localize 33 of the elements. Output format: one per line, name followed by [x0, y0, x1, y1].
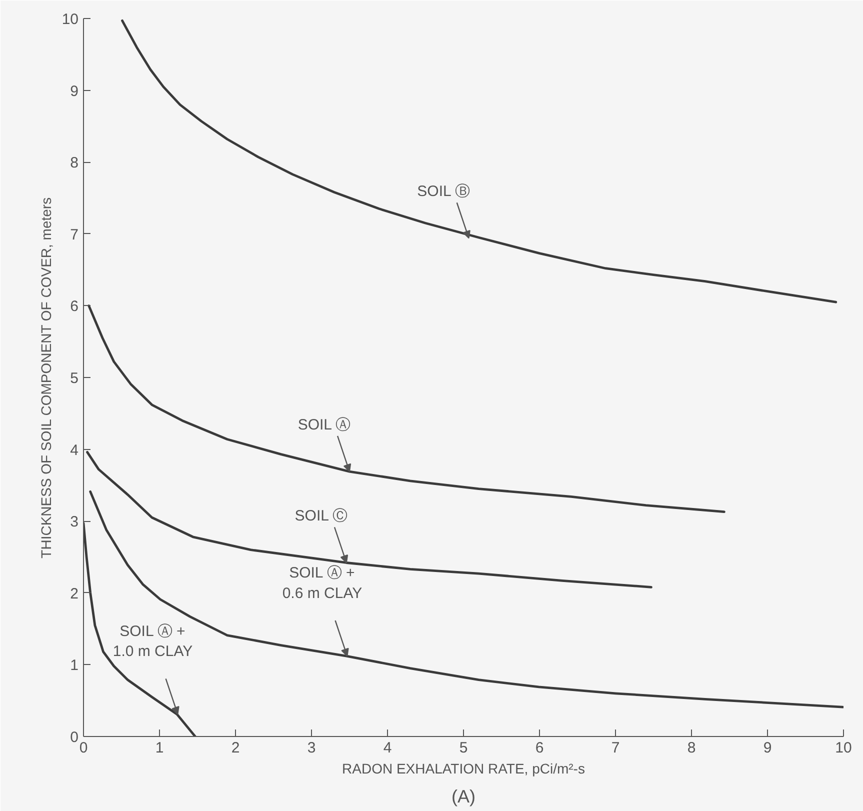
x-axis-title: RADON EXHALATION RATE, pCi/m²-s	[342, 760, 585, 776]
annotation: SOIL Ⓐ + 1.0 m CLAY	[112, 622, 193, 660]
annotation: SOIL Ⓒ	[294, 508, 348, 525]
y-tick-label: 0	[70, 729, 78, 746]
x-tick-label: 1	[155, 740, 164, 756]
x-tick-label: 10	[835, 740, 852, 756]
x-tick-label: 8	[687, 740, 696, 756]
annotation: SOIL Ⓐ	[298, 416, 351, 434]
x-tick-label: 4	[383, 740, 392, 756]
y-tick-label: 1	[70, 657, 78, 674]
x-tick-label: 3	[307, 740, 316, 756]
line-series	[84, 522, 196, 736]
line-series	[89, 490, 844, 708]
x-tick-label: 7	[611, 740, 620, 756]
x-tick-label: 2	[231, 740, 240, 756]
y-tick-label: 2	[70, 585, 78, 602]
x-tick-label: 5	[459, 740, 468, 756]
line-series	[86, 450, 652, 588]
text: (A)	[452, 786, 476, 806]
line-series	[121, 19, 838, 304]
x-tick-label: 6	[535, 740, 544, 756]
y-tick-label: 6	[70, 298, 78, 316]
y-tick-label: 4	[70, 442, 78, 459]
annotation: SOIL Ⓐ + 0.6 m CLAY	[282, 564, 362, 602]
annotation: SOIL Ⓑ	[417, 183, 470, 200]
y-axis-title: THICKNESS OF SOIL COMPONENT OF COVER, meters	[38, 197, 54, 558]
y-tick-label: 5	[70, 370, 78, 387]
y-tick-label: 9	[70, 82, 78, 100]
y-tick-label: 3	[70, 514, 78, 531]
y-tick-label: 10	[62, 11, 79, 28]
x-tick-label: 9	[763, 740, 772, 756]
y-tick-label: 8	[70, 154, 78, 172]
y-tick-label: 7	[70, 226, 78, 244]
